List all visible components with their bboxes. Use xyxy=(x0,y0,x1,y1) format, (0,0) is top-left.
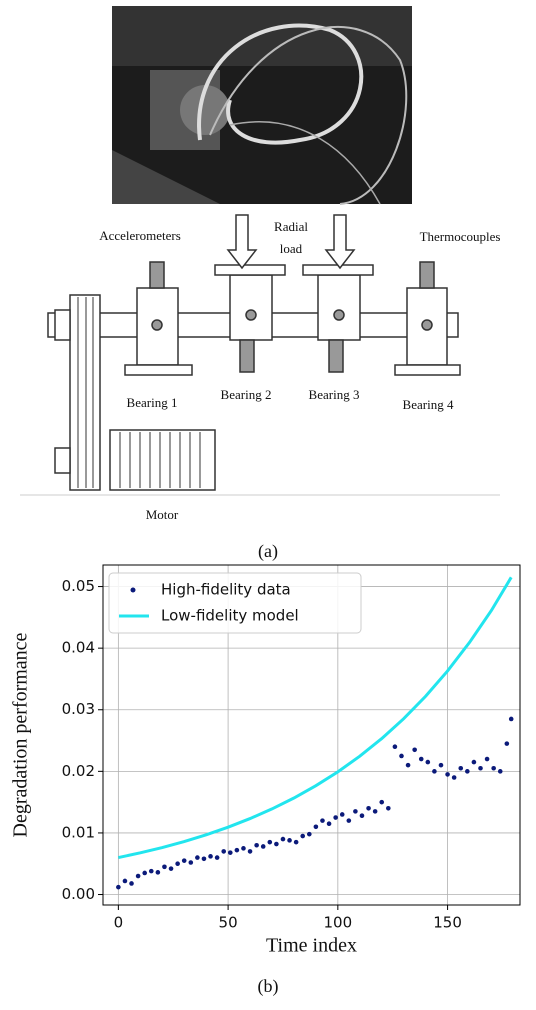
data-point xyxy=(175,861,180,867)
data-point xyxy=(458,765,464,771)
y-tick-label: 0.05 xyxy=(62,577,95,595)
data-point xyxy=(478,765,483,771)
label: Bearing 1 xyxy=(127,395,178,410)
data-point xyxy=(386,805,391,811)
data-point xyxy=(425,759,431,765)
x-axis-label: Time index xyxy=(266,935,357,957)
data-point xyxy=(418,756,424,762)
data-point xyxy=(221,849,227,854)
x-tick-label: 150 xyxy=(433,914,462,932)
data-point xyxy=(129,881,134,886)
data-point xyxy=(168,866,174,871)
data-point xyxy=(267,839,273,845)
data-point xyxy=(280,836,286,842)
label: Bearing 3 xyxy=(309,387,360,402)
data-point xyxy=(405,762,411,768)
y-tick-label: 0.04 xyxy=(62,639,95,657)
data-point xyxy=(208,854,213,859)
data-point xyxy=(214,855,220,860)
caption: (b) xyxy=(258,976,279,997)
data-point xyxy=(142,870,147,876)
data-point xyxy=(465,769,470,774)
data-point xyxy=(116,884,121,890)
data-point xyxy=(155,870,161,875)
data-point xyxy=(320,818,325,823)
chart: 0 50 100 150 0.00 0.01 0.02 0.03 0.04 0.05 Time in… xyxy=(10,564,521,957)
photo xyxy=(112,6,412,205)
legend-label: Low-fidelity model xyxy=(161,607,299,625)
diagram-labels: Accelerometers Radial load Thermocouples… xyxy=(99,219,500,522)
label: Bearing 4 xyxy=(403,397,454,412)
y-tick-label: 0.02 xyxy=(62,762,95,780)
data-point xyxy=(227,850,233,855)
data-point xyxy=(412,747,417,753)
caption: (a) xyxy=(258,541,278,562)
data-point xyxy=(313,824,319,830)
label: Accelerometers xyxy=(99,228,181,243)
data-point xyxy=(432,769,437,774)
data-point xyxy=(484,756,490,762)
data-point xyxy=(353,809,358,814)
x-tick-label: 100 xyxy=(324,914,353,932)
data-point xyxy=(339,812,345,817)
data-point xyxy=(497,769,503,774)
data-point xyxy=(346,818,352,823)
data-point xyxy=(188,860,194,865)
label: Thermocouples xyxy=(420,229,501,244)
data-point xyxy=(508,716,514,722)
data-point xyxy=(162,864,167,870)
plot-frame xyxy=(102,564,521,906)
data-point xyxy=(445,772,450,777)
y-axis-label: Degradation performance xyxy=(10,632,32,837)
data-point xyxy=(135,873,141,879)
data-point xyxy=(491,765,496,771)
label: load xyxy=(280,241,303,256)
model-line xyxy=(118,576,513,860)
data-point xyxy=(181,858,187,863)
data-point xyxy=(451,775,457,780)
data-point xyxy=(504,741,510,746)
data-point xyxy=(254,842,259,848)
data-point xyxy=(234,847,240,853)
data-point xyxy=(122,878,128,884)
data-point xyxy=(359,813,365,818)
data-point xyxy=(195,855,200,860)
data-point xyxy=(326,821,332,826)
y-tick-label: 0.00 xyxy=(62,885,95,903)
data-point xyxy=(274,841,279,847)
y-tick-label: 0.03 xyxy=(62,700,95,718)
x-tick-label: 0 xyxy=(114,914,124,932)
data-point xyxy=(379,799,385,805)
legend-label: High-fidelity data xyxy=(161,581,291,599)
legend-marker xyxy=(130,587,136,593)
x-tick-label: 50 xyxy=(219,914,238,932)
label: Bearing 2 xyxy=(221,387,272,402)
data-point xyxy=(293,839,299,845)
data-point xyxy=(333,815,338,820)
data-point xyxy=(300,833,306,839)
test-rig-diagram xyxy=(20,214,500,496)
data-point xyxy=(392,744,398,750)
data-point xyxy=(247,849,253,854)
data-point xyxy=(471,759,477,765)
data-point xyxy=(260,844,266,849)
data-point xyxy=(399,753,404,759)
data-point xyxy=(372,809,378,814)
data-point xyxy=(241,846,246,851)
data-point xyxy=(287,838,292,843)
data-point xyxy=(201,856,207,862)
data-point xyxy=(307,831,312,837)
y-tick-label: 0.01 xyxy=(62,823,95,841)
data-point xyxy=(438,762,444,768)
label: Radial xyxy=(274,219,308,234)
label: Motor xyxy=(146,507,179,522)
data-point xyxy=(366,805,371,811)
legend-box xyxy=(108,572,362,634)
data-point xyxy=(148,868,154,874)
